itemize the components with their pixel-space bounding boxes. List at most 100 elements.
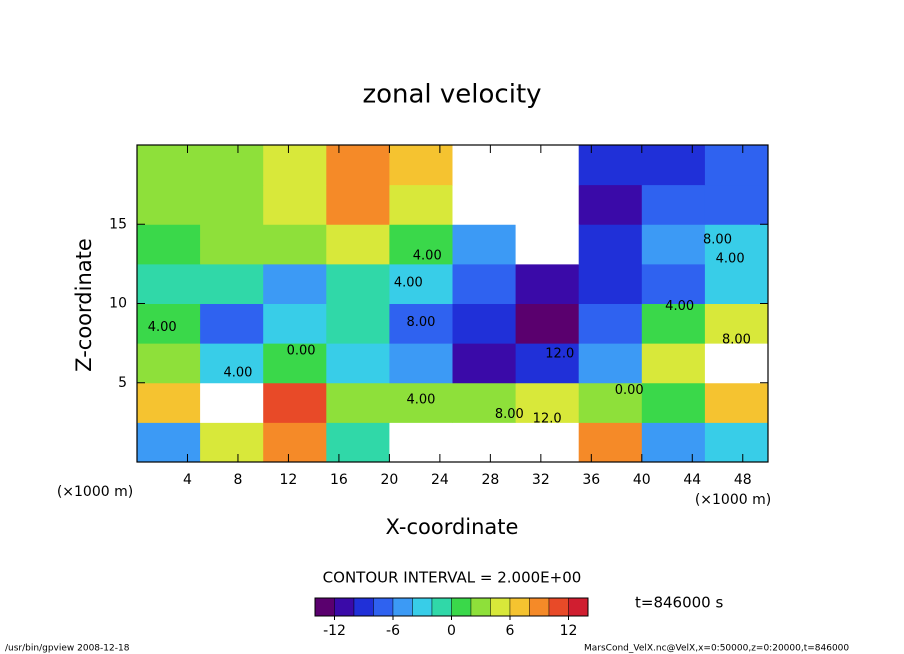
x-tick-label: 4 <box>183 472 192 488</box>
cell <box>641 224 706 265</box>
colorbar-swatch <box>334 597 355 617</box>
x-tick-label: 12 <box>280 472 298 488</box>
cell <box>452 145 517 186</box>
cell <box>389 184 453 225</box>
cell <box>389 343 453 384</box>
cell <box>326 343 390 384</box>
cell <box>641 343 706 384</box>
contour-label: 8.00 <box>722 332 751 347</box>
cell <box>515 303 580 344</box>
cell <box>515 224 580 265</box>
cell <box>137 422 201 463</box>
x-tick-label: 48 <box>734 472 752 488</box>
colorbar-tick-label: 12 <box>560 623 578 639</box>
cell <box>326 224 390 265</box>
cell <box>137 343 201 384</box>
cell <box>326 184 390 225</box>
contour-label: 4.00 <box>716 252 745 267</box>
cell <box>326 145 390 186</box>
cell <box>641 382 706 423</box>
cell <box>704 184 769 225</box>
cell <box>578 422 643 463</box>
x-tick-label: 8 <box>233 472 242 488</box>
cell <box>515 263 580 304</box>
cell <box>389 145 453 186</box>
cell <box>200 343 264 384</box>
y-tick-label: 5 <box>118 375 127 391</box>
y-tick-label: 15 <box>109 216 127 232</box>
x-tick-label: 20 <box>380 472 398 488</box>
contour-label: 8.00 <box>495 407 524 422</box>
cell <box>578 263 643 304</box>
contour-label: 8.00 <box>406 315 435 330</box>
colorbar-swatch <box>470 597 491 617</box>
x-tick-label: 24 <box>431 472 449 488</box>
cell <box>578 343 643 384</box>
cell <box>452 343 517 384</box>
cell <box>641 145 706 186</box>
cell <box>641 422 706 463</box>
cell <box>389 303 453 344</box>
cell <box>704 343 769 384</box>
cell <box>452 224 517 265</box>
cell <box>641 184 706 225</box>
cell <box>704 145 769 186</box>
cell <box>704 263 769 304</box>
cell <box>137 145 201 186</box>
cell <box>704 422 769 463</box>
colorbar-swatch <box>509 597 530 617</box>
contour-label: 0.00 <box>615 383 644 398</box>
contour-label: 12.0 <box>545 347 574 362</box>
cell <box>515 184 580 225</box>
chart-title: zonal velocity <box>362 80 541 110</box>
cell <box>263 184 327 225</box>
contour-label: 4.00 <box>413 248 442 263</box>
contour-label: 4.00 <box>148 320 177 335</box>
cell <box>515 382 580 423</box>
x-tick-label: 32 <box>532 472 550 488</box>
cell <box>200 303 264 344</box>
y-tick-label: 10 <box>109 296 127 312</box>
cell <box>200 263 264 304</box>
cell <box>326 422 390 463</box>
x-tick-label: 28 <box>481 472 499 488</box>
cell <box>452 422 517 463</box>
x-tick-label: 44 <box>683 472 701 488</box>
cell <box>578 382 643 423</box>
cell <box>515 422 580 463</box>
colorbar-swatch <box>353 597 374 617</box>
colorbar-tick-label: -12 <box>323 623 346 639</box>
cell <box>263 224 327 265</box>
cell <box>137 303 201 344</box>
colorbar-swatch <box>373 597 394 617</box>
footer-left: /usr/bin/gpview 2008-12-18 <box>5 644 130 654</box>
cell <box>200 422 264 463</box>
cell <box>326 382 390 423</box>
cell <box>200 224 264 265</box>
contour-label: 4.00 <box>394 275 423 290</box>
contour-interval: CONTOUR INTERVAL = 2.000E+00 <box>323 569 582 587</box>
cell <box>326 263 390 304</box>
cell <box>389 224 453 265</box>
colorbar-swatch <box>392 597 413 617</box>
cell <box>452 184 517 225</box>
x-tick-label: 36 <box>582 472 600 488</box>
cell <box>389 382 453 423</box>
cell <box>578 145 643 186</box>
cell <box>452 263 517 304</box>
colorbar-tick-label: 0 <box>447 623 456 639</box>
contour-label: 4.00 <box>223 366 252 381</box>
cell <box>137 382 201 423</box>
cell <box>704 224 769 265</box>
cell <box>578 303 643 344</box>
cell <box>263 263 327 304</box>
cell <box>200 145 264 186</box>
cell <box>452 382 517 423</box>
colorbar-swatch <box>431 597 452 617</box>
cell <box>641 303 706 344</box>
time-label: t=846000 s <box>635 594 723 612</box>
contour-label: 4.00 <box>665 299 694 314</box>
colorbar-swatch <box>548 597 569 617</box>
y-axis-label: Z-coordinate <box>72 238 96 372</box>
